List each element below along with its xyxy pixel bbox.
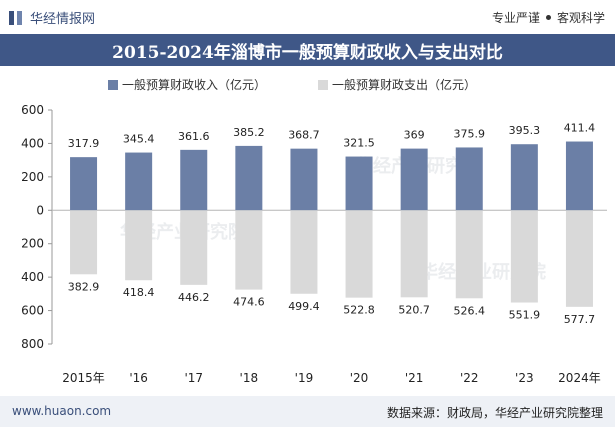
revenue-value-label: 345.4	[123, 133, 155, 146]
revenue-value-label: 369	[404, 129, 425, 142]
footer: www.huaon.com 数据来源：财政局，华经产业研究院整理	[0, 396, 615, 427]
y-tick-label: 400	[21, 270, 44, 284]
expenditure-bar	[235, 210, 263, 290]
y-tick-label: 800	[21, 337, 44, 351]
expenditure-value-label: 474.6	[233, 296, 265, 309]
expenditure-value-label: 382.9	[68, 280, 100, 293]
brand: 华经情报网	[8, 8, 95, 27]
x-tick-label: '22	[460, 371, 479, 385]
revenue-value-label: 375.9	[454, 127, 486, 140]
y-tick-label: 600	[21, 304, 44, 318]
expenditure-bar	[400, 210, 428, 298]
expenditure-bar	[70, 210, 98, 275]
revenue-bar	[180, 149, 208, 211]
revenue-bar	[565, 141, 593, 211]
expenditure-value-label: 418.4	[123, 286, 155, 299]
revenue-value-label: 385.2	[233, 126, 265, 139]
x-tick-label: '16	[129, 371, 148, 385]
expenditure-value-label: 522.8	[343, 304, 375, 317]
expenditure-bar	[290, 210, 318, 294]
revenue-bar	[345, 156, 373, 211]
expenditure-bar	[510, 210, 538, 303]
legend-swatch	[318, 80, 328, 90]
revenue-value-label: 321.5	[343, 137, 375, 150]
revenue-bar	[510, 144, 538, 211]
revenue-bar	[70, 157, 98, 211]
x-tick-label: '21	[405, 371, 424, 385]
x-tick-label: '23	[515, 371, 534, 385]
title-bar: 2015-2024年淄博市一般预算财政收入与支出对比	[0, 34, 615, 66]
y-tick-label: 400	[21, 136, 44, 150]
revenue-bar	[455, 147, 483, 211]
revenue-value-label: 411.4	[564, 122, 596, 135]
expenditure-bar	[180, 210, 208, 285]
x-tick-label: 2015年	[62, 371, 105, 385]
x-tick-label: '20	[350, 371, 369, 385]
x-tick-label: '19	[295, 371, 314, 385]
revenue-value-label: 361.6	[178, 130, 210, 143]
top-bar: 华经情报网 专业严谨 客观科学	[0, 0, 615, 34]
y-tick-label: 600	[21, 103, 44, 117]
expenditure-value-label: 577.7	[564, 313, 596, 326]
expenditure-bar	[455, 210, 483, 299]
expenditure-bar	[345, 210, 373, 298]
expenditure-bar	[565, 210, 593, 307]
revenue-value-label: 317.9	[68, 137, 100, 150]
footer-url: www.huaon.com	[12, 404, 112, 418]
tagline: 专业严谨 客观科学	[492, 9, 605, 26]
brand-name: 华经情报网	[30, 12, 96, 27]
expenditure-value-label: 446.2	[178, 291, 210, 304]
revenue-value-label: 368.7	[288, 129, 320, 142]
y-tick-label: 0	[36, 203, 44, 217]
legend-swatch	[108, 80, 118, 90]
revenue-value-label: 395.3	[509, 124, 541, 137]
revenue-bar	[400, 148, 428, 211]
revenue-bar	[125, 152, 153, 211]
chart-title: 2015-2024年淄博市一般预算财政收入与支出对比	[112, 42, 503, 63]
bullet-icon	[545, 15, 551, 20]
expenditure-value-label: 526.4	[454, 304, 486, 317]
x-tick-label: '17	[184, 371, 203, 385]
tagline-left: 专业严谨	[491, 11, 540, 25]
revenue-bar	[290, 148, 318, 211]
bar-chart: 一般预算财政收入（亿元） 一般预算财政支出（亿元） 600 400 200 0 200 400…	[21, 77, 607, 385]
expenditure-value-label: 520.7	[398, 303, 430, 316]
brand-logo-icon	[8, 10, 24, 26]
tagline-right: 客观科学	[556, 11, 605, 25]
legend-label: 一般预算财政收入（亿元）	[122, 77, 266, 92]
legend-label: 一般预算财政支出（亿元）	[332, 77, 476, 92]
expenditure-value-label: 499.4	[288, 300, 320, 313]
y-tick-label: 200	[21, 237, 44, 251]
expenditure-bar	[125, 210, 153, 281]
y-tick-label: 200	[21, 170, 44, 184]
x-tick-label: '18	[240, 371, 259, 385]
expenditure-value-label: 551.9	[509, 309, 541, 322]
revenue-bar	[235, 145, 263, 211]
x-tick-label: 2024年	[558, 371, 601, 385]
data-source: 数据来源：财政局，华经产业研究院整理	[386, 406, 603, 420]
